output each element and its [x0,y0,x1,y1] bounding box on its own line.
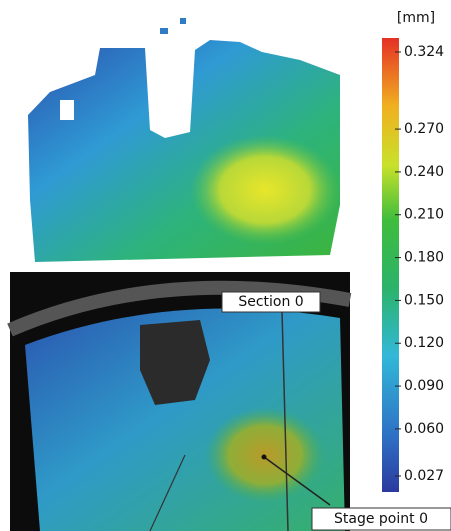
tick-label: 0.120 [404,335,444,351]
tick-label: 0.060 [404,421,444,437]
tick-label: 0.210 [404,207,444,223]
colorbar-ticks: 0.324 0.270 0.240 0.210 0.180 0.150 0.120 0.090… [395,44,444,484]
tick-label: 0.027 [404,468,444,484]
tick-label: 0.240 [404,164,444,180]
tick-label: 0.090 [404,378,444,394]
tick-label: 0.180 [404,250,444,266]
tick-label: 0.150 [404,292,444,308]
colorbar [382,38,399,492]
stage-point-label: Stage point 0 [334,511,428,527]
section-label: Section 0 [238,294,303,310]
tick-label: 0.324 [404,44,444,60]
tick-label: 0.270 [404,121,444,137]
colorbar-unit: [mm] [397,10,435,26]
bottom-heatmap: Section 0 Stage point 0 [7,272,451,531]
top-heatmap [28,18,340,262]
